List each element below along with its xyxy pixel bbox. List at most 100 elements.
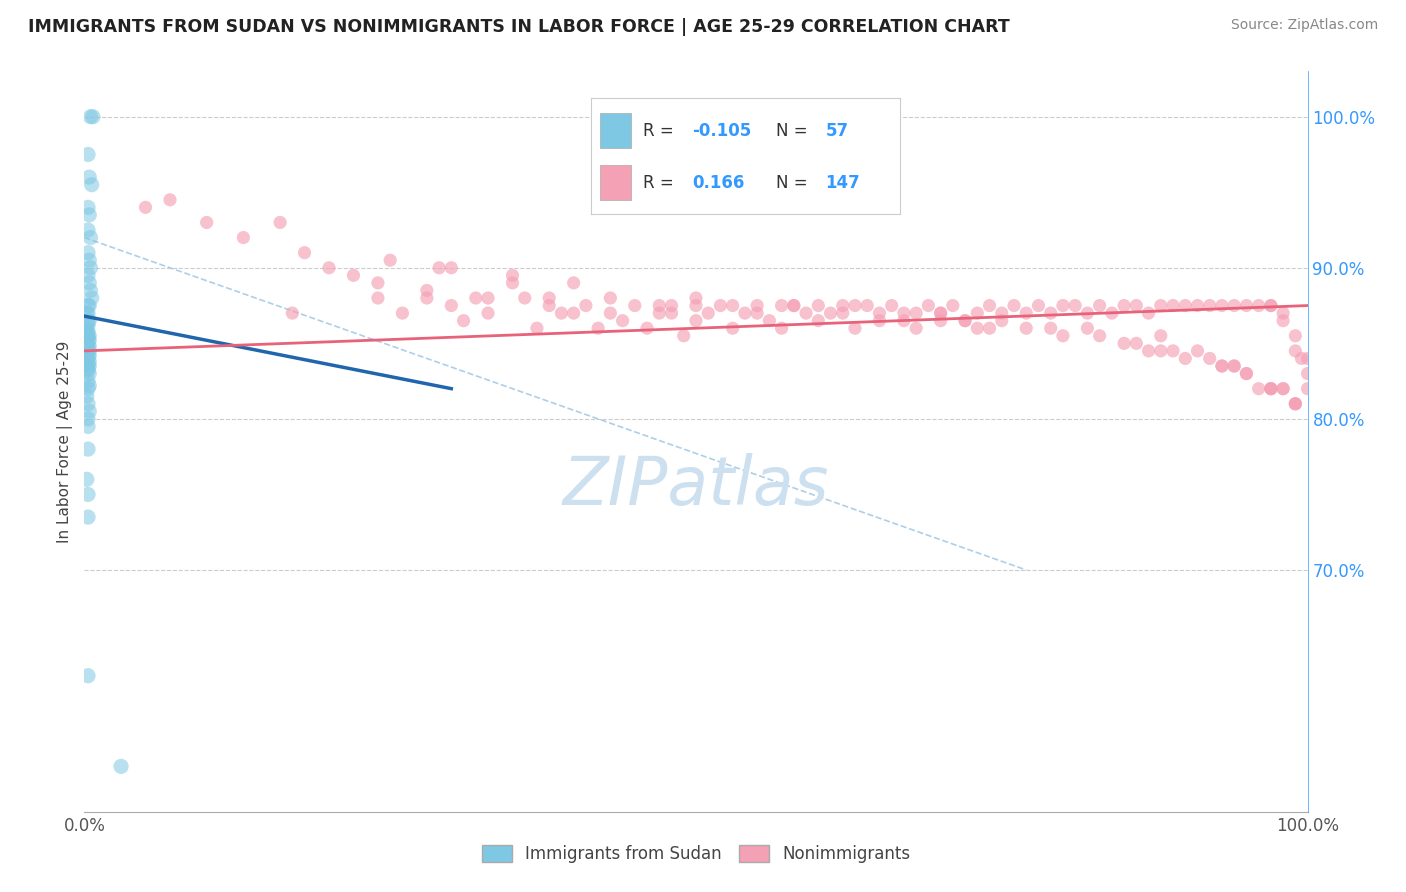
Point — [893, 306, 915, 320]
Point — [77, 276, 100, 290]
Point — [820, 306, 842, 320]
Point — [80, 291, 103, 305]
Point — [661, 306, 683, 320]
Point — [770, 321, 793, 335]
Point — [135, 200, 157, 214]
Point — [1211, 359, 1233, 373]
Point — [477, 306, 499, 320]
Point — [1236, 367, 1258, 381]
Point — [77, 347, 100, 361]
Legend: Immigrants from Sudan, Nonimmigrants: Immigrants from Sudan, Nonimmigrants — [475, 838, 917, 870]
Point — [1291, 351, 1313, 366]
Point — [1272, 313, 1295, 327]
Point — [76, 389, 98, 403]
Point — [318, 260, 340, 275]
Point — [77, 268, 100, 283]
Point — [1052, 328, 1074, 343]
Point — [1247, 299, 1270, 313]
Point — [77, 358, 100, 372]
Point — [76, 472, 98, 486]
Point — [1296, 382, 1319, 396]
Point — [77, 208, 100, 222]
Point — [416, 284, 439, 298]
Point — [1236, 367, 1258, 381]
Point — [831, 299, 853, 313]
Point — [612, 313, 634, 327]
Text: 57: 57 — [825, 121, 849, 139]
Point — [294, 245, 316, 260]
Point — [77, 200, 100, 214]
Point — [905, 321, 928, 335]
Point — [550, 306, 572, 320]
Point — [77, 245, 100, 260]
Point — [77, 147, 100, 161]
Point — [82, 110, 104, 124]
Point — [636, 321, 658, 335]
Point — [721, 299, 744, 313]
Point — [77, 354, 100, 368]
Point — [1211, 359, 1233, 373]
Point — [991, 306, 1014, 320]
Point — [77, 313, 100, 327]
Point — [1137, 343, 1160, 358]
Point — [342, 268, 364, 283]
Point — [991, 313, 1014, 327]
Point — [856, 299, 879, 313]
Point — [77, 324, 100, 338]
Text: Source: ZipAtlas.com: Source: ZipAtlas.com — [1230, 18, 1378, 32]
Point — [526, 321, 548, 335]
Point — [391, 306, 413, 320]
Point — [807, 313, 830, 327]
Point — [77, 313, 100, 327]
Point — [1088, 328, 1111, 343]
Bar — [600, 165, 631, 200]
Point — [77, 299, 100, 313]
Point — [721, 321, 744, 335]
Point — [269, 215, 291, 229]
Point — [502, 276, 524, 290]
Point — [77, 382, 100, 396]
Point — [1161, 299, 1184, 313]
Point — [77, 336, 100, 351]
Point — [195, 215, 218, 229]
Point — [77, 318, 100, 333]
Point — [599, 291, 621, 305]
Point — [440, 260, 463, 275]
Point — [1076, 306, 1098, 320]
Point — [76, 306, 98, 320]
Bar — [600, 113, 631, 148]
Point — [1174, 299, 1197, 313]
Point — [1284, 343, 1306, 358]
Point — [1236, 299, 1258, 313]
Point — [1002, 299, 1025, 313]
Point — [1137, 306, 1160, 320]
Text: N =: N = — [776, 174, 807, 192]
Point — [953, 313, 976, 327]
Point — [734, 306, 756, 320]
Point — [869, 313, 891, 327]
Point — [648, 299, 671, 313]
Point — [807, 299, 830, 313]
Point — [1296, 351, 1319, 366]
Point — [1260, 299, 1282, 313]
Text: 147: 147 — [825, 174, 860, 192]
Point — [648, 306, 671, 320]
Point — [929, 313, 952, 327]
Point — [79, 260, 101, 275]
Point — [917, 299, 939, 313]
Point — [427, 260, 450, 275]
Point — [1272, 382, 1295, 396]
Point — [110, 759, 132, 773]
Point — [502, 268, 524, 283]
Point — [77, 412, 100, 426]
Point — [1198, 351, 1220, 366]
Point — [979, 299, 1001, 313]
Point — [77, 328, 100, 343]
Point — [1260, 299, 1282, 313]
Point — [1223, 359, 1246, 373]
Point — [869, 306, 891, 320]
Point — [77, 362, 100, 376]
Point — [1223, 299, 1246, 313]
Point — [1125, 336, 1147, 351]
Point — [844, 299, 866, 313]
